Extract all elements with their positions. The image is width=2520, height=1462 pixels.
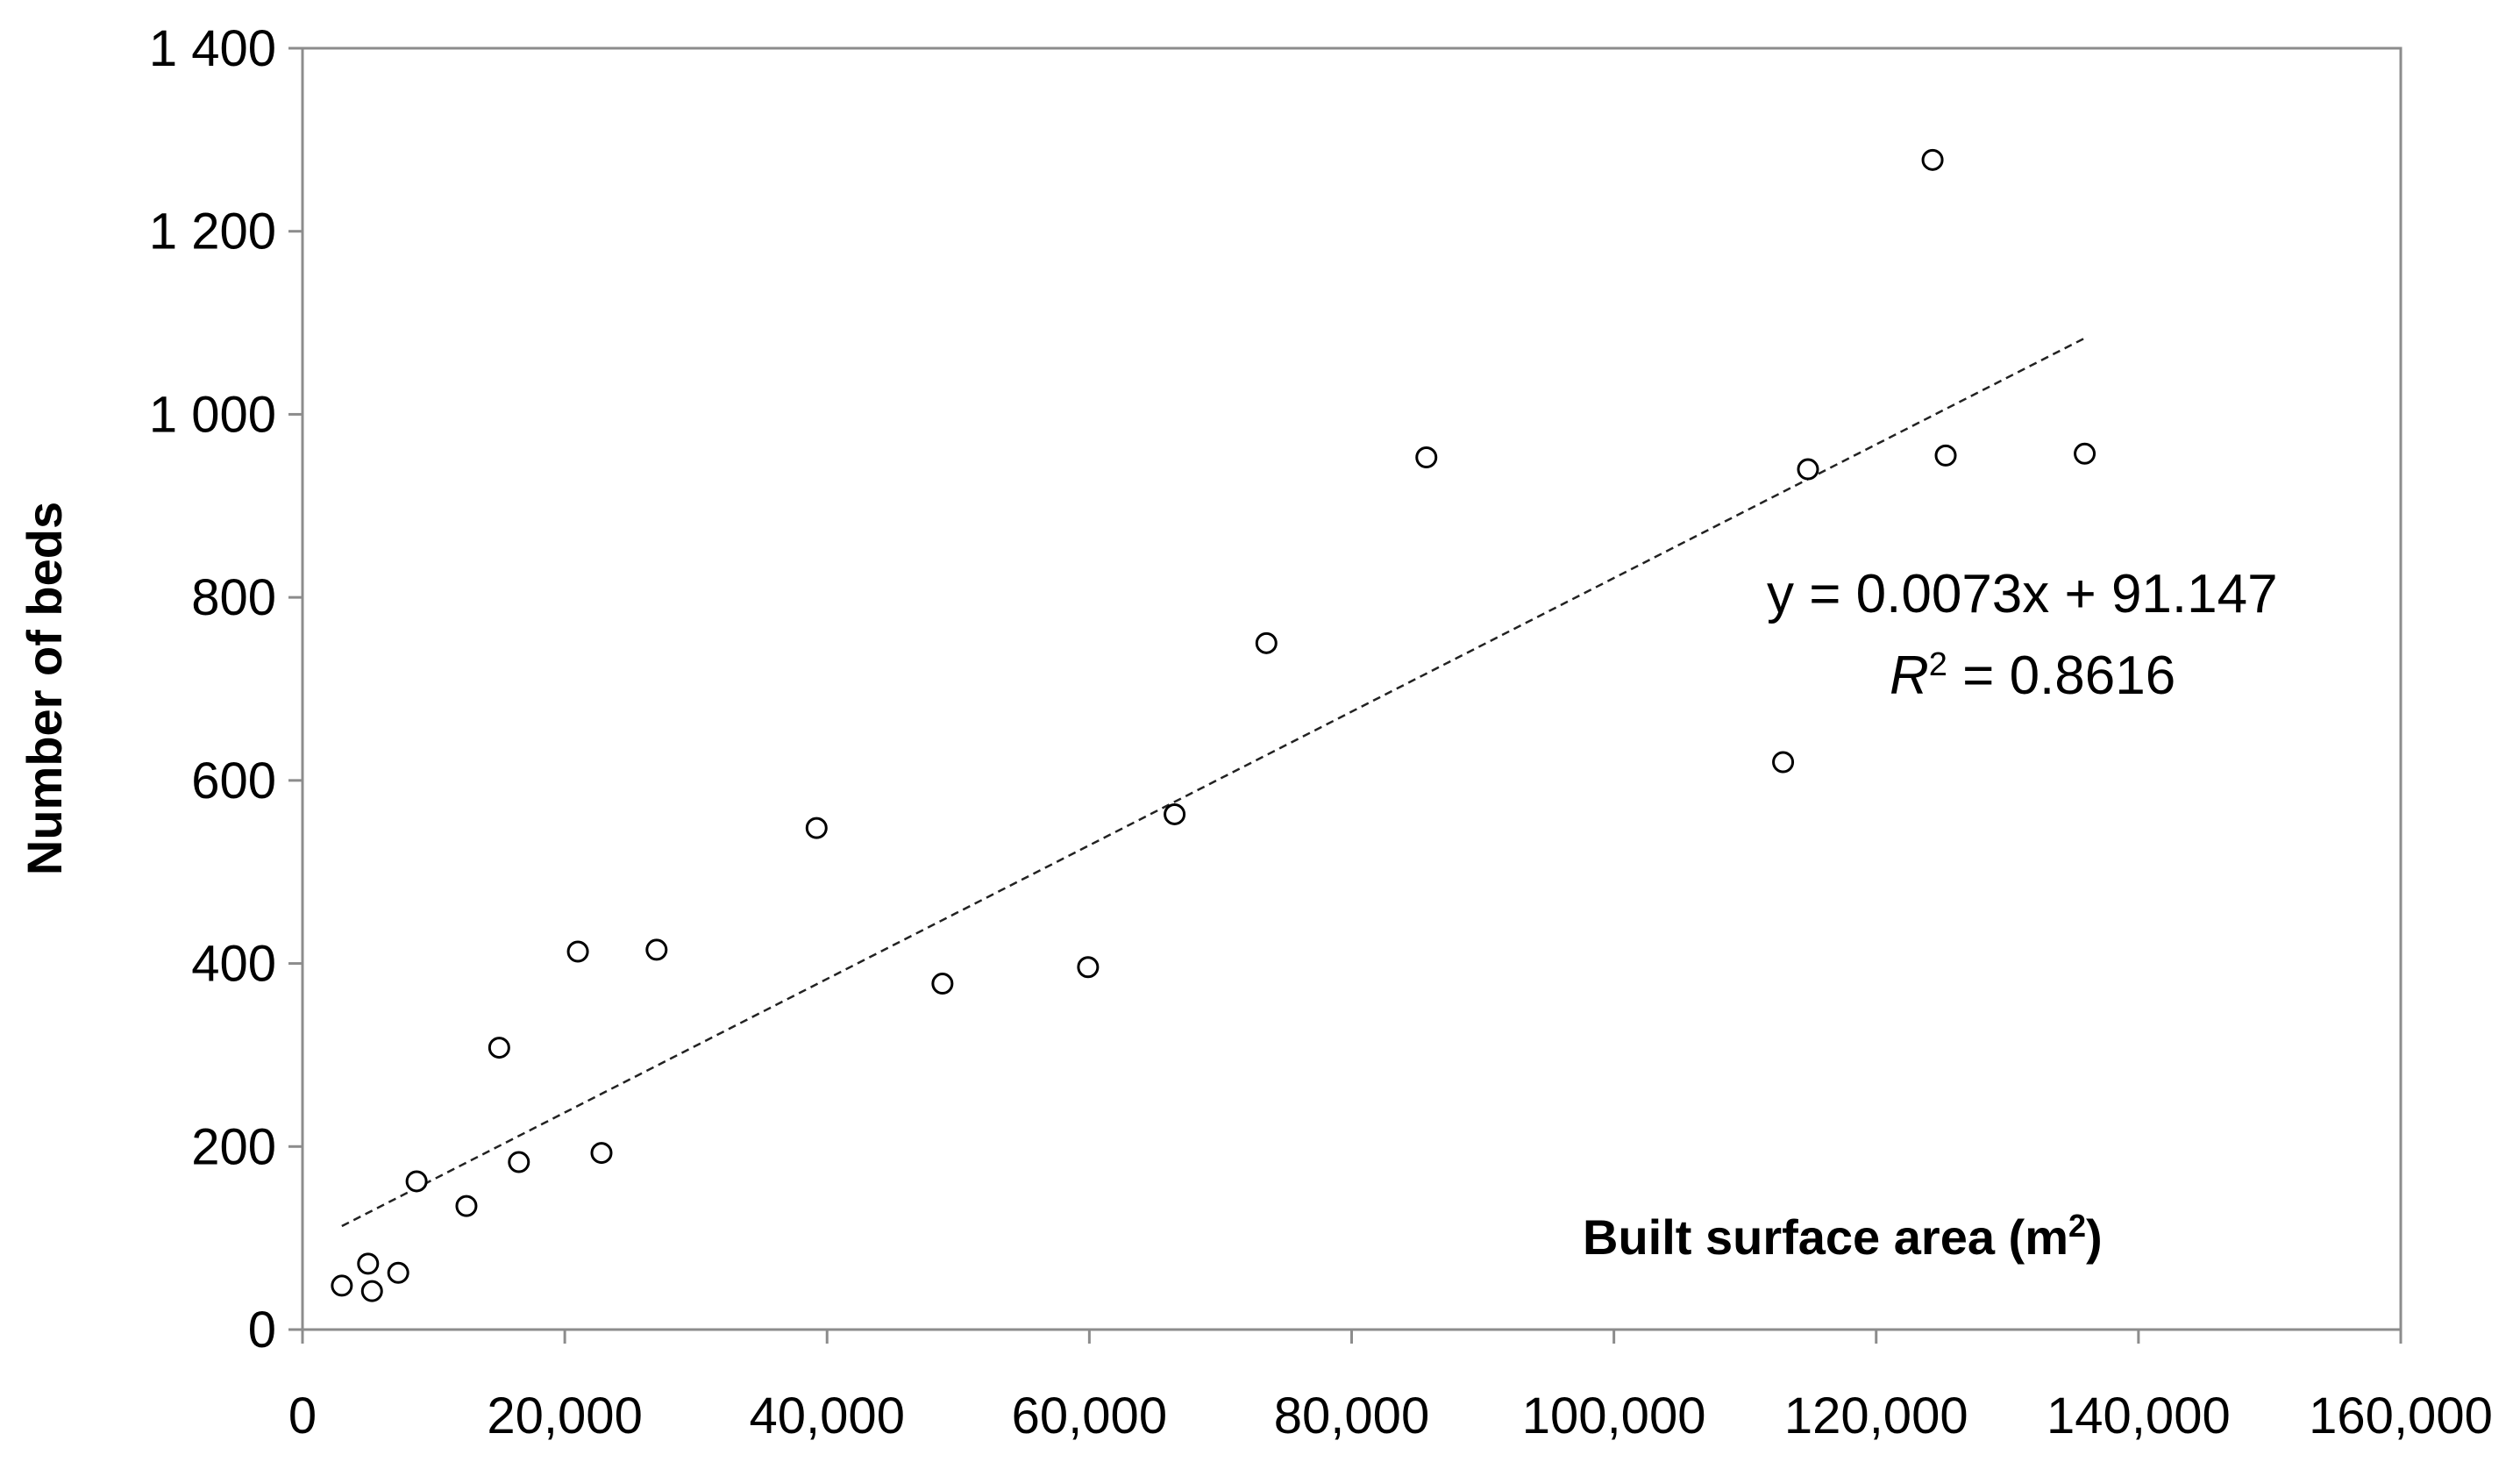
x-tick-label: 80,000 bbox=[1274, 1387, 1429, 1444]
data-point bbox=[590, 1142, 613, 1165]
data-point bbox=[1797, 458, 1819, 481]
y-tick-label: 800 bbox=[191, 569, 276, 626]
data-point bbox=[645, 938, 668, 961]
x-tick-label: 60,000 bbox=[1012, 1387, 1167, 1444]
data-point bbox=[2074, 442, 2096, 465]
x-tick-label: 160,000 bbox=[2309, 1387, 2493, 1444]
x-axis-title-close: ) bbox=[2086, 1209, 2103, 1265]
x-axis-ticks: 0 20,000 40,000 60,000 80,000 100,000 120,000 1… bbox=[288, 1330, 2493, 1444]
x-tick-label: 120,000 bbox=[1784, 1387, 1968, 1444]
x-axis-title-sup: 2 bbox=[2068, 1208, 2086, 1244]
data-point bbox=[931, 973, 954, 995]
x-tick-label: 140,000 bbox=[2047, 1387, 2231, 1444]
y-tick-label: 1 200 bbox=[149, 203, 276, 260]
data-point bbox=[455, 1195, 478, 1217]
r-squared-sup: 2 bbox=[1929, 646, 1947, 683]
y-tick-label: 400 bbox=[191, 936, 276, 993]
data-point bbox=[331, 1274, 353, 1297]
trendline-equation: y = 0.0073x + 91.147 bbox=[1767, 564, 2278, 624]
x-tick-label: 100,000 bbox=[1522, 1387, 1706, 1444]
data-point bbox=[387, 1261, 409, 1284]
y-tick-label: 200 bbox=[191, 1118, 276, 1175]
r-squared-r: R bbox=[1890, 645, 1929, 706]
data-points bbox=[331, 148, 2096, 1302]
data-point bbox=[805, 817, 828, 839]
data-point bbox=[1077, 956, 1100, 979]
y-axis-ticks: 0 200 400 600 800 1 000 1 200 1 400 bbox=[149, 20, 303, 1359]
y-tick-label: 0 bbox=[248, 1302, 276, 1359]
data-point bbox=[357, 1252, 380, 1275]
y-tick-label: 1 400 bbox=[149, 20, 276, 77]
data-point bbox=[1255, 631, 1278, 654]
x-axis-title-main: Built surface area (m bbox=[1583, 1209, 2068, 1265]
y-tick-label: 1 000 bbox=[149, 386, 276, 443]
trendline-group bbox=[341, 336, 2087, 1228]
data-point bbox=[360, 1280, 383, 1302]
x-tick-label: 0 bbox=[288, 1387, 317, 1444]
r-squared-label: R2 = 0.8616 bbox=[1890, 645, 2175, 706]
x-axis-title: Built surface area (m2) bbox=[1583, 1208, 2103, 1266]
y-tick-label: 600 bbox=[191, 752, 276, 809]
y-axis-title: Number of beds bbox=[17, 502, 72, 875]
data-point bbox=[508, 1151, 530, 1173]
r-squared-value: = 0.8616 bbox=[1947, 645, 2175, 706]
data-point bbox=[1772, 751, 1795, 774]
x-tick-label: 20,000 bbox=[487, 1387, 642, 1444]
data-point bbox=[1934, 444, 1957, 467]
x-tick-label: 40,000 bbox=[750, 1387, 905, 1444]
data-point bbox=[566, 940, 589, 963]
data-point bbox=[1164, 802, 1186, 825]
data-point bbox=[488, 1037, 510, 1059]
data-point bbox=[1921, 148, 1944, 171]
data-point bbox=[1415, 446, 1438, 468]
trendline bbox=[341, 336, 2087, 1228]
data-point bbox=[405, 1170, 428, 1193]
